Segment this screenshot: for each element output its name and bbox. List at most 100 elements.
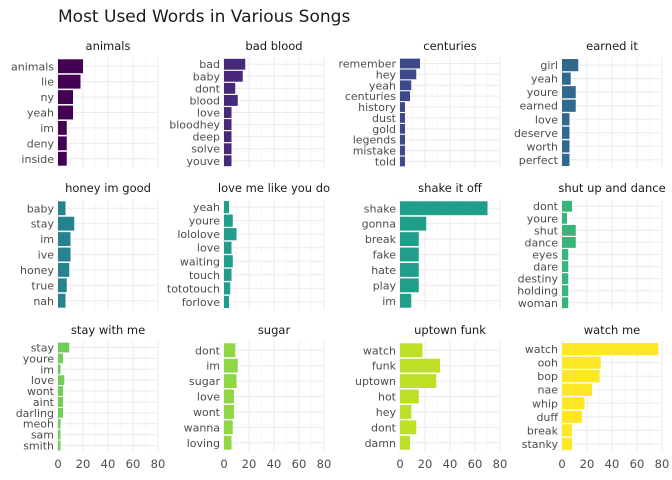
- bar: [562, 224, 576, 236]
- bar: [400, 201, 488, 216]
- bar: [562, 437, 572, 450]
- category-label: youve: [187, 155, 221, 168]
- category-label: youre: [23, 352, 54, 365]
- facet-strip-label: honey im good: [65, 181, 151, 195]
- x-tick-label: 0: [54, 457, 61, 471]
- bar: [58, 429, 61, 440]
- bar: [562, 261, 569, 272]
- category-label: youre: [527, 86, 558, 99]
- bar: [58, 418, 61, 429]
- bar: [562, 140, 570, 153]
- bar: [58, 216, 75, 231]
- bar: [224, 435, 232, 450]
- category-label: forlove: [182, 296, 220, 309]
- category-label: smith: [23, 439, 54, 452]
- category-label: stay: [31, 218, 55, 231]
- facet-strip-label: uptown funk: [414, 323, 486, 337]
- bar: [224, 107, 232, 118]
- facet-panel: shake it off shake gonna break fake hate play i…: [362, 181, 501, 310]
- bar: [562, 285, 569, 297]
- bar: [562, 370, 600, 383]
- category-label: whip: [532, 397, 558, 410]
- bar: [224, 70, 243, 82]
- bar: [224, 420, 233, 435]
- category-label: wanna: [184, 421, 220, 434]
- category-label: bad: [199, 58, 220, 71]
- facet-panel: bad blood badbabydontbloodlovebloodheydee…: [169, 39, 325, 168]
- bar: [400, 134, 405, 145]
- category-label: im: [382, 295, 396, 308]
- facet-panel: watch me watchoohbopnaewhipduffbreakstank…: [522, 323, 670, 471]
- facet-strip-label: shut up and dance: [558, 181, 665, 195]
- bar: [400, 145, 405, 156]
- category-label: lie: [41, 76, 54, 89]
- category-label: dust: [372, 112, 397, 125]
- category-label: sam: [31, 429, 54, 442]
- x-tick-label: 60: [126, 457, 141, 471]
- category-label: wont: [193, 406, 221, 419]
- category-label: yeah: [193, 201, 220, 214]
- facet-panel: honey im good baby stay im ive honey true nah: [20, 181, 159, 310]
- bar: [400, 58, 420, 69]
- category-label: history: [358, 101, 396, 114]
- category-label: break: [365, 233, 397, 246]
- x-tick-label: 40: [267, 457, 282, 471]
- category-label: love: [197, 107, 220, 120]
- chart-title: Most Used Words in Various Songs: [58, 7, 350, 27]
- category-label: animals: [11, 60, 54, 73]
- category-label: dance: [524, 236, 558, 249]
- category-label: bloodhey: [169, 119, 220, 132]
- facet-panel: uptown funk watch funk uptown hot hey dont damn…: [355, 323, 507, 471]
- category-label: holding: [517, 285, 558, 298]
- bar: [562, 297, 569, 309]
- bar: [562, 356, 601, 369]
- category-label: dont: [195, 344, 221, 357]
- bar: [58, 397, 63, 407]
- category-label: solve: [191, 143, 220, 156]
- bar: [58, 247, 71, 262]
- bar: [224, 404, 234, 419]
- facet-panel: animals animals lie ny yeah im deny inside: [11, 39, 159, 168]
- category-label: play: [373, 279, 397, 292]
- x-tick-label: 80: [493, 457, 508, 471]
- facet-panel: love me like you do yeahyourelololovelove…: [167, 181, 330, 310]
- x-tick-label: 40: [101, 457, 116, 471]
- x-tick-label: 60: [468, 457, 483, 471]
- bar: [400, 156, 405, 167]
- category-label: meoh: [23, 418, 54, 431]
- category-label: break: [527, 424, 559, 437]
- bar: [562, 397, 585, 410]
- category-label: stanky: [522, 438, 559, 451]
- bar: [400, 247, 419, 262]
- category-label: centuries: [345, 90, 396, 103]
- bar: [224, 358, 238, 373]
- category-label: hot: [378, 391, 397, 404]
- category-label: loving: [187, 437, 220, 450]
- category-label: wont: [27, 385, 55, 398]
- bar: [58, 440, 61, 451]
- category-label: stay: [31, 342, 55, 355]
- category-label: yeah: [369, 79, 396, 92]
- category-label: remember: [338, 58, 396, 71]
- bar: [224, 143, 232, 155]
- category-label: dont: [195, 82, 221, 95]
- bar: [400, 102, 405, 112]
- x-tick-label: 0: [396, 457, 403, 471]
- category-label: duff: [536, 411, 558, 424]
- category-label: fake: [373, 249, 397, 262]
- bar: [400, 343, 423, 358]
- category-label: gonna: [362, 218, 396, 231]
- bar: [224, 389, 234, 404]
- category-label: deserve: [514, 127, 558, 140]
- category-label: damn: [365, 437, 396, 450]
- category-label: youre: [527, 212, 558, 225]
- bar: [562, 99, 576, 112]
- x-tick-label: 80: [655, 457, 670, 471]
- category-label: ny: [41, 91, 55, 104]
- bar: [400, 389, 419, 404]
- bar: [400, 293, 412, 308]
- category-label: im: [40, 122, 54, 135]
- bar: [562, 383, 592, 396]
- category-label: bop: [537, 370, 558, 383]
